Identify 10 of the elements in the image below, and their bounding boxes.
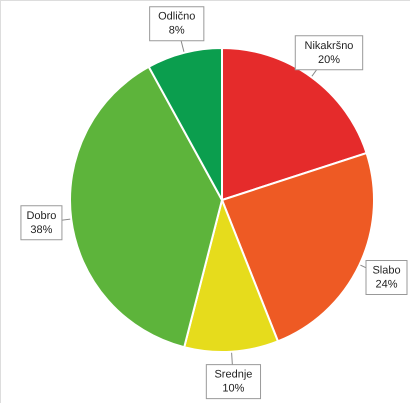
- data-label: 8%: [168, 24, 185, 37]
- data-label: 24%: [375, 278, 398, 290]
- slice-label: Slabo: [372, 264, 401, 276]
- slice-label: Srednje: [214, 368, 252, 381]
- slice-label: Dobro: [26, 210, 56, 222]
- slice-label: Nikakršno: [304, 40, 354, 52]
- slice-label: Odlično: [158, 10, 196, 23]
- data-label: 38%: [30, 224, 53, 236]
- data-label: 20%: [318, 54, 340, 66]
- data-label: 10%: [222, 382, 245, 395]
